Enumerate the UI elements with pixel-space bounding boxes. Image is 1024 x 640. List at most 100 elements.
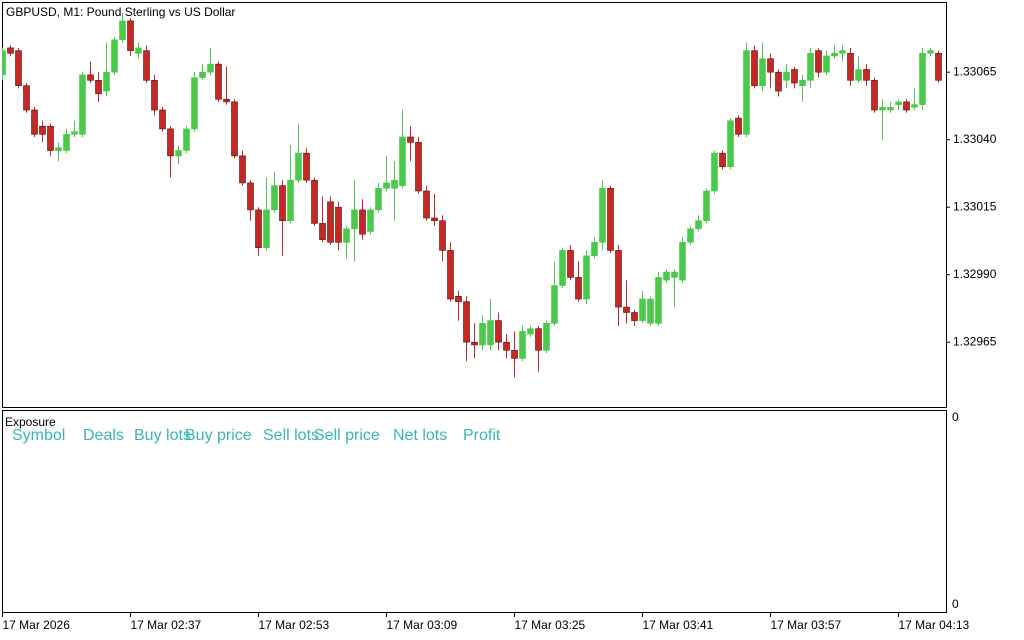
candle-body (735, 117, 742, 135)
candle-body (815, 50, 822, 73)
candle-body (319, 223, 326, 240)
candle-body (703, 190, 710, 222)
candle-body (79, 74, 86, 135)
candle-body (535, 328, 542, 351)
candle-body (407, 136, 414, 143)
candle-body (2, 50, 6, 76)
candle-body (183, 128, 190, 151)
candle-body (311, 179, 318, 224)
candle-body (199, 71, 206, 78)
column-header: Buy lots (134, 427, 191, 444)
candle-body (343, 228, 350, 243)
candle-body (223, 98, 230, 103)
candle-body (399, 136, 406, 186)
x-tick-label: 17 Mar 03:25 (515, 618, 586, 632)
candle-body (279, 185, 286, 222)
candle-body (799, 80, 806, 87)
candle-body (807, 52, 814, 81)
column-header: Profit (463, 427, 501, 444)
candle-body (207, 63, 214, 73)
candle-body (191, 77, 198, 130)
candle-body (447, 250, 454, 300)
candle-body (751, 50, 758, 86)
candle-body (575, 277, 582, 300)
candle-body (391, 179, 398, 189)
y-tick-label: 1.33065 (953, 64, 997, 78)
candle-body (695, 220, 702, 230)
candle-body (679, 242, 686, 281)
candle-body (727, 120, 734, 168)
candle-body (911, 104, 918, 108)
candle-body (839, 50, 846, 54)
candle-body (303, 152, 310, 181)
candle-body (175, 150, 182, 157)
y-tick-label: 1.32990 (953, 267, 997, 281)
column-header: Symbol (12, 427, 65, 444)
candle-body (143, 50, 150, 81)
candle-body (639, 298, 646, 321)
candle-body (167, 128, 174, 157)
candle-body (591, 242, 598, 257)
candle-body (215, 63, 222, 100)
candle-body (887, 107, 894, 111)
candles (2, 12, 942, 378)
candle-body (743, 50, 750, 135)
y-tick-label: 1.33015 (953, 199, 997, 213)
column-header: Net lots (393, 427, 447, 444)
candle-body (71, 131, 78, 135)
candle-body (663, 271, 670, 281)
y-tick-label: 1.32965 (953, 334, 997, 348)
candle-body (527, 328, 534, 335)
candle-body (567, 250, 574, 278)
candle-body (471, 341, 478, 346)
candle-body (7, 47, 14, 54)
candle-body (463, 301, 470, 343)
candle-body (927, 50, 934, 54)
candle-body (15, 50, 22, 86)
candle-body (687, 228, 694, 243)
candle-body (767, 58, 774, 73)
candle-body (295, 152, 302, 181)
candle-body (119, 20, 126, 41)
candle-body (383, 182, 390, 189)
candle-body (647, 298, 654, 324)
x-tick-label: 17 Mar 03:57 (771, 618, 842, 632)
candle-body (919, 52, 926, 105)
candle-body (655, 277, 662, 324)
candle-body (327, 201, 334, 243)
candle-body (671, 271, 678, 278)
candle-body (431, 217, 438, 221)
candle-body (255, 209, 262, 248)
sub-axis-label: 0 (952, 597, 959, 611)
candle-body (599, 188, 606, 243)
candle-body (247, 182, 254, 211)
y-tick-label: 1.33040 (953, 132, 997, 146)
candle-body (239, 155, 246, 184)
candle-body (719, 152, 726, 167)
column-header: Deals (83, 427, 124, 444)
candle-body (415, 142, 422, 192)
candle-body (615, 250, 622, 308)
candle-body (103, 71, 110, 92)
candle-body (711, 152, 718, 192)
candle-body (607, 188, 614, 251)
candle-body (903, 101, 910, 111)
subwindow-title: Exposure (5, 415, 56, 429)
candle-body (583, 255, 590, 300)
candle-body (231, 101, 238, 157)
candle-body (23, 85, 30, 111)
candle-body (823, 55, 830, 73)
candle-body (559, 250, 566, 286)
candle-body (55, 147, 62, 151)
x-tick-label: 17 Mar 04:13 (899, 618, 970, 632)
candle-body (39, 125, 46, 135)
candle-body (159, 109, 166, 130)
x-tick-label: 17 Mar 2026 (3, 618, 71, 632)
candle-body (495, 320, 502, 343)
candle-body (487, 320, 494, 346)
column-header: Sell lots (263, 427, 319, 444)
candle-body (111, 39, 118, 73)
candle-body (503, 341, 510, 351)
candle-body (863, 69, 870, 81)
candle-body (623, 306, 630, 313)
